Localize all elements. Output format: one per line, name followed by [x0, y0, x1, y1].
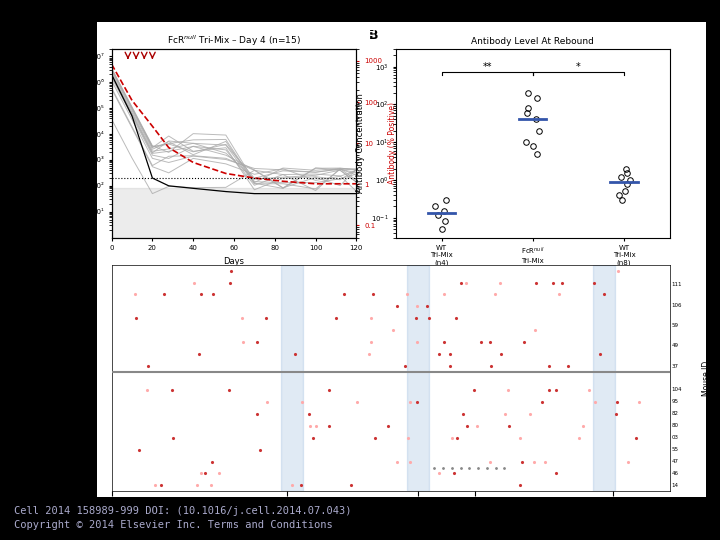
Text: Copyright © 2014 Elsevier Inc. Terms and Conditions: Copyright © 2014 Elsevier Inc. Terms and…: [14, 520, 333, 530]
Text: 104: 104: [672, 387, 683, 393]
Title: Antibody Level At Rebound: Antibody Level At Rebound: [472, 37, 594, 46]
Text: FcR$^{null}$ Tri-Mix (n4): FcR$^{null}$ Tri-Mix (n4): [46, 402, 59, 474]
Text: 49: 49: [672, 343, 679, 348]
Text: 46: 46: [672, 471, 679, 476]
Bar: [593, 265, 615, 491]
Text: Mouse ID: Mouse ID: [703, 360, 711, 396]
Text: 59: 59: [672, 323, 679, 328]
Title: FcR$^{null}$ Tri-Mix – Day 4 (n=15): FcR$^{null}$ Tri-Mix – Day 4 (n=15): [167, 34, 301, 49]
Bar: [282, 265, 303, 491]
Bar: [112, 188, 356, 238]
Text: 106: 106: [672, 303, 683, 308]
Text: A: A: [82, 29, 92, 42]
Text: 111: 111: [672, 282, 683, 287]
X-axis label: Days: Days: [223, 257, 245, 266]
Text: B: B: [369, 29, 378, 42]
Text: 55: 55: [672, 447, 679, 452]
X-axis label: HXB2 gp120 Residue: HXB2 gp120 Residue: [339, 513, 442, 523]
Text: 14: 14: [672, 483, 679, 488]
Y-axis label: Antibody (% Positive): Antibody (% Positive): [387, 102, 397, 184]
Text: 37: 37: [672, 363, 679, 369]
Text: 47: 47: [672, 459, 679, 464]
Text: C: C: [55, 246, 65, 259]
Text: 80: 80: [672, 423, 679, 428]
Text: Figure 2: Figure 2: [329, 24, 391, 39]
Text: *: *: [576, 62, 581, 72]
Y-axis label: Plasma Viremia: Plasma Viremia: [78, 111, 86, 176]
Text: 03: 03: [672, 435, 679, 440]
Text: Tri-Mix (n5): Tri-Mix (n5): [46, 296, 55, 340]
Text: **: **: [482, 62, 492, 72]
Text: Cell 2014 158989-999 DOI: (10.1016/j.cell.2014.07.043): Cell 2014 158989-999 DOI: (10.1016/j.cel…: [14, 505, 352, 516]
Text: 82: 82: [672, 411, 679, 416]
Text: 95: 95: [672, 400, 679, 404]
Bar: [407, 265, 429, 491]
Y-axis label: Antibody Concentration: Antibody Concentration: [356, 93, 365, 193]
